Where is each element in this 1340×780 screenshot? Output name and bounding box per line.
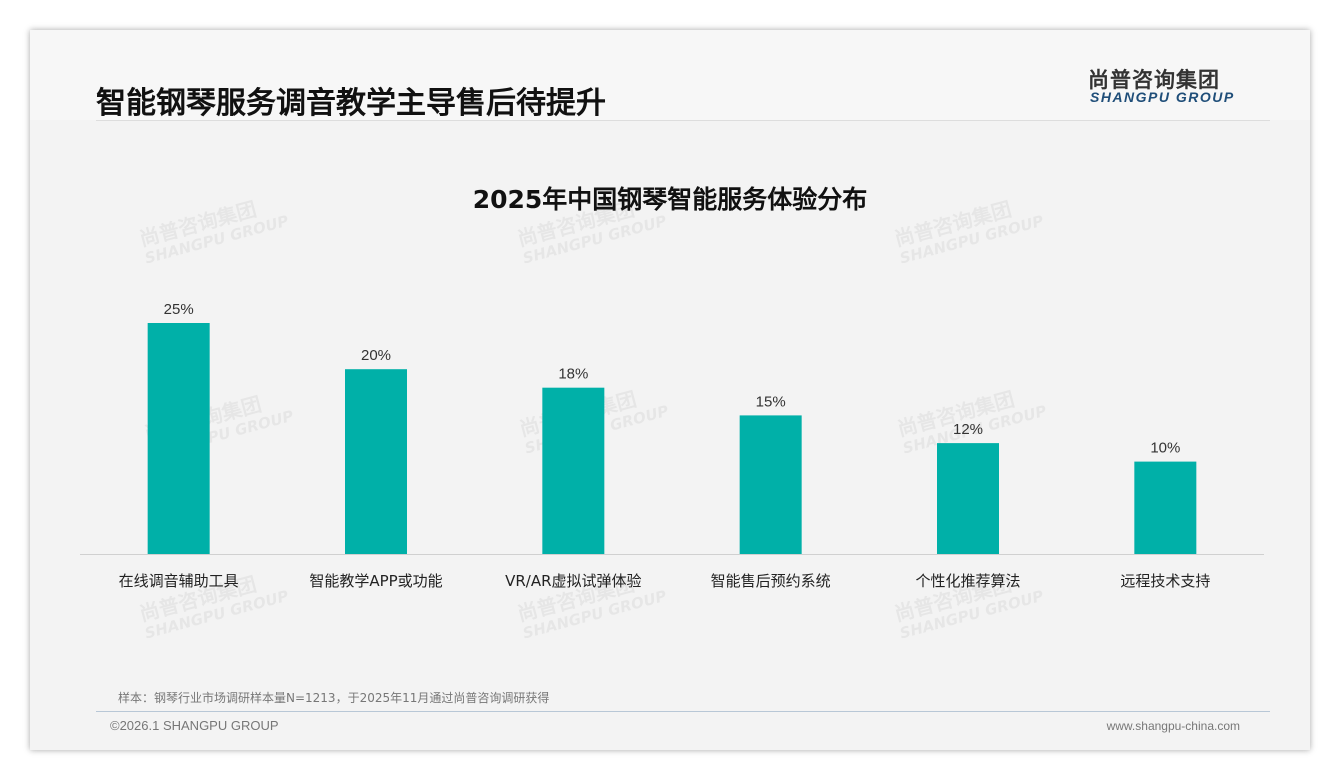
data-label: 25% <box>164 301 194 318</box>
category-label: 个性化推荐算法 <box>915 572 1020 590</box>
category-label: 在线调音辅助工具 <box>119 572 239 590</box>
category-label: VR/AR虚拟试弹体验 <box>505 572 641 590</box>
header <box>30 30 1310 120</box>
bar <box>739 415 802 554</box>
header-divider <box>96 120 1270 121</box>
sample-note: 样本：钢琴行业市场调研样本量N=1213，于2025年11月通过尚普咨询调研获得 <box>118 691 550 705</box>
category-label: 智能教学APP或功能 <box>309 572 442 590</box>
logo-cn: 尚普咨询集团 <box>1088 68 1220 92</box>
category-label: 远程技术支持 <box>1120 572 1210 590</box>
bar <box>937 443 999 554</box>
data-label: 18% <box>558 366 588 383</box>
data-label: 15% <box>756 393 786 410</box>
bar <box>542 387 605 554</box>
bar-chart: 25% 在线调音辅助工具 20% 智能教学APP或功能 18% VR/AR虚拟试弹体验 15… <box>80 301 1264 590</box>
data-label: 10% <box>1150 440 1180 457</box>
footer-divider <box>96 711 1270 712</box>
copyright: ©2026.1 SHANGPU GROUP <box>110 718 279 733</box>
category-label: 智能售后预约系统 <box>711 572 831 590</box>
bar <box>147 323 210 554</box>
chart-title: 2025年中国钢琴智能服务体验分布 <box>472 185 868 214</box>
page-title: 智能钢琴服务调音教学主导售后待提升 <box>96 86 606 121</box>
data-label: 12% <box>953 421 983 438</box>
bar <box>345 369 407 554</box>
slide: 智能钢琴服务调音教学主导售后待提升 尚普咨询集团 SHANGPU GROUP 尚… <box>30 30 1310 750</box>
logo-en: SHANGPU GROUP <box>1090 89 1235 105</box>
data-label: 20% <box>361 347 391 364</box>
website-url: www.shangpu-china.com <box>1106 719 1240 733</box>
bar <box>1134 461 1197 554</box>
